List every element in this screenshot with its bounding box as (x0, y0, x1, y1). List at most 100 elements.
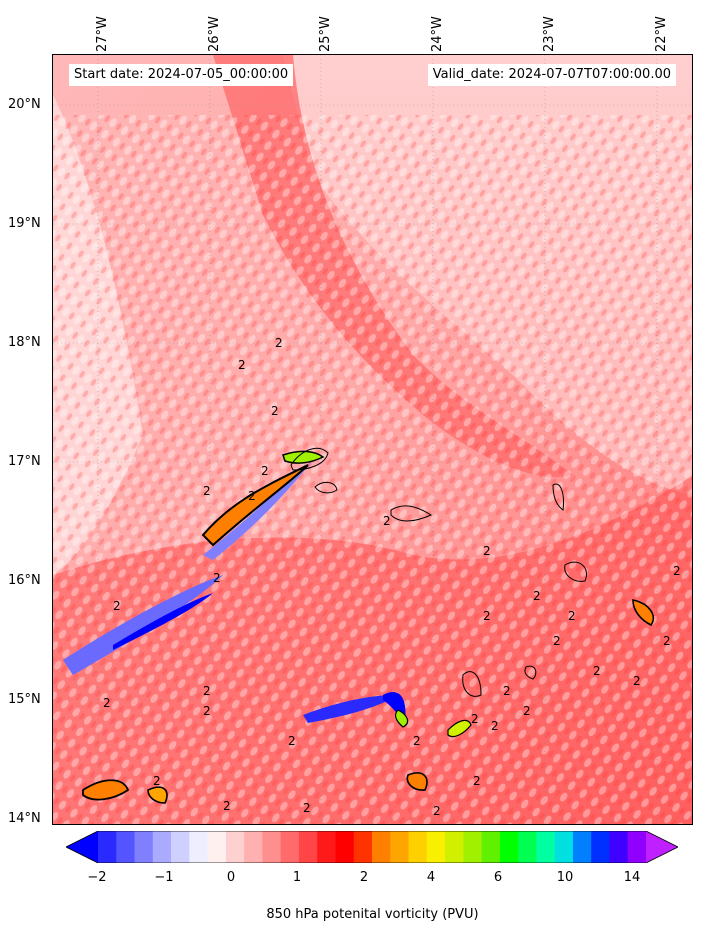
colorbar-tick: 1 (292, 870, 302, 885)
colorbar-tick: 14 (623, 870, 641, 885)
contour-label: 2 (473, 774, 481, 788)
colorbar-segment (225, 831, 245, 863)
positive-pv-blob (82, 779, 130, 801)
colorbar-segment (207, 831, 227, 863)
contour-label: 2 (663, 634, 671, 648)
colorbar-segment (244, 831, 263, 863)
valid-date-label: Valid_date: 2024-07-07T07:00:00.00 (427, 64, 676, 86)
colorbar-segment (518, 831, 537, 863)
high-pv-core (282, 450, 325, 464)
colorbar-segment (280, 831, 300, 863)
contour-label: 2 (568, 609, 576, 623)
start-date-label: Start date: 2024-07-05_00:00:00 (69, 64, 294, 86)
colorbar-segment (408, 831, 428, 863)
colorbar-segment (353, 831, 373, 863)
colorbar-segment (572, 831, 592, 863)
colorbar-label: 850 hPa potenital vorticity (PVU) (266, 907, 479, 922)
colorbar-segment (189, 831, 209, 863)
island-sao-vicente (314, 482, 338, 494)
negative-pv-streak (303, 695, 398, 723)
lat-label-16n: 16°N (8, 573, 41, 588)
high-pv-core (447, 719, 472, 738)
contour-label: 2 (153, 774, 161, 788)
contour-label: 2 (553, 634, 561, 648)
contour-label: 2 (523, 704, 531, 718)
positive-pv-filament (201, 464, 309, 547)
colorbar-segment (372, 831, 391, 863)
positive-pv-blob (147, 786, 168, 804)
island-sal (552, 483, 564, 511)
island-boa-vista (564, 561, 587, 582)
colorbar-segment (134, 831, 154, 863)
contour-label: 2 (238, 358, 246, 372)
ripple-texture (53, 115, 692, 824)
contour-label: 2 (203, 704, 211, 718)
colorbar-segment (298, 831, 318, 863)
contour-label: 2 (113, 599, 121, 613)
lat-label-18n: 18°N (8, 335, 41, 350)
island-sao-nicolau (390, 505, 433, 522)
colorbar-tick: 2 (359, 870, 369, 885)
colorbar-segment (463, 831, 483, 863)
contour-label: 2 (223, 799, 231, 813)
contour-label: 2 (203, 684, 211, 698)
contour-label: 2 (593, 664, 601, 678)
negative-pv-core (113, 593, 213, 650)
colorbar-segment (554, 831, 574, 863)
contour-label: 2 (103, 696, 111, 710)
colorbar-segment (335, 831, 355, 863)
contour-label: 2 (288, 734, 296, 748)
colorbar-tick: 4 (426, 870, 436, 885)
lat-label-19n: 19°N (8, 216, 41, 231)
colorbar-tick: 10 (556, 870, 574, 885)
contour-label: 2 (261, 464, 269, 478)
contour-label: 2 (248, 489, 256, 503)
positive-pv-blob (406, 772, 428, 791)
contour-label: 2 (533, 589, 541, 603)
negative-pv-streak (63, 575, 223, 675)
contour-label: 2 (413, 734, 421, 748)
lon-label-24w: 24°W (430, 16, 445, 52)
contour-label: 2 (433, 804, 441, 818)
contour-label: 2 (483, 609, 491, 623)
island-maio (524, 665, 537, 680)
lon-label-25w: 25°W (318, 16, 333, 52)
colorbar-tick: −1 (154, 870, 174, 885)
colorbar-segment (98, 831, 117, 863)
lat-label-17n: 17°N (8, 454, 41, 469)
colorbar-tick: −2 (87, 870, 107, 885)
colorbar-segment (591, 831, 610, 863)
colorbar-segment (426, 831, 446, 863)
colorbar-segment (171, 831, 190, 863)
contour-label: 2 (203, 484, 211, 498)
contour-label: 2 (303, 801, 311, 815)
island-santiago (462, 671, 482, 697)
colorbar-segment (609, 831, 629, 863)
island-santo-antao (290, 447, 329, 471)
positive-pv-blob (632, 599, 655, 627)
colorbar-segment (481, 831, 501, 863)
coastlines (290, 447, 587, 697)
contour-label: 2 (633, 674, 641, 688)
lon-label-26w: 26°W (207, 16, 222, 52)
colorbar-max-arrow (646, 831, 678, 863)
contour-label: 2 (471, 712, 479, 726)
lat-label-14n: 14°N (8, 811, 41, 826)
lon-label-22w: 22°W (654, 16, 669, 52)
high-pv-core (394, 709, 409, 728)
colorbar-tick: 6 (493, 870, 503, 885)
colorbar-segment (445, 831, 464, 863)
colorbar-segment (390, 831, 410, 863)
lon-label-23w: 23°W (542, 16, 557, 52)
contour-label: 2 (491, 719, 499, 733)
lat-label-20n: 20°N (8, 97, 41, 112)
lat-label-15n: 15°N (8, 692, 41, 707)
colorbar-segment (627, 831, 647, 863)
contour-label: 2 (213, 571, 221, 585)
contour-label: 2 (503, 684, 511, 698)
contour-label: 2 (275, 336, 283, 350)
contour-label: 2 (483, 544, 491, 558)
